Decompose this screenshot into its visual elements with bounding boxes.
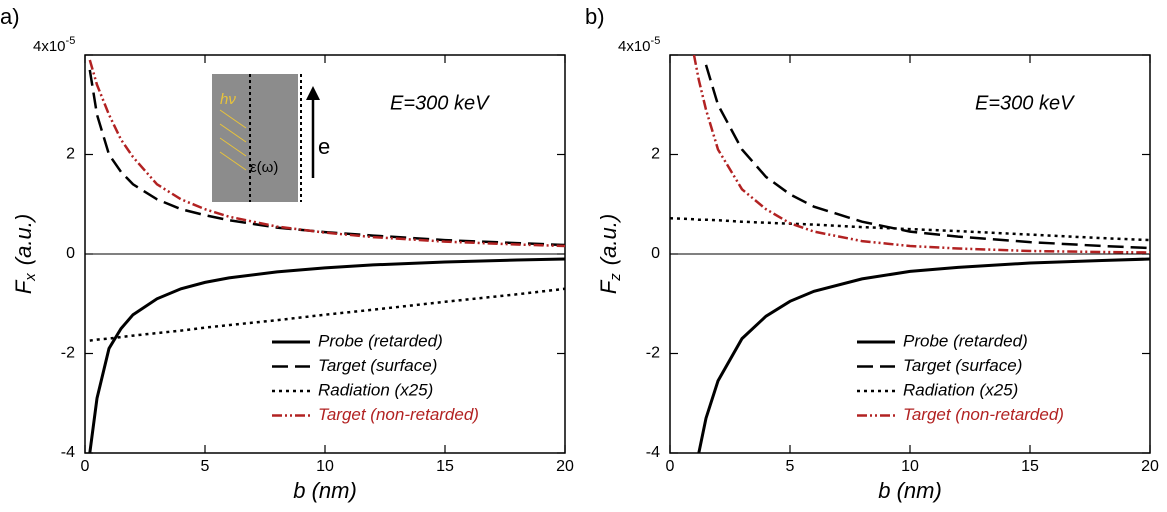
y-tick-label: 4x10-5 <box>618 35 660 55</box>
legend-label: Target (surface) <box>903 356 1022 375</box>
y-tick-label: 0 <box>651 245 660 262</box>
y-multiplier-exp: -5 <box>651 35 661 47</box>
x-tick-label: 15 <box>436 458 454 475</box>
y-tick-label: 4x10-5 <box>33 35 75 55</box>
x-axis-label: b (nm) <box>293 478 357 503</box>
legend-label: Target (surface) <box>318 356 437 375</box>
panel-label: b) <box>585 4 605 29</box>
y-multiplier-exp: -5 <box>66 35 76 47</box>
legend-label: Target (non-retarded) <box>318 405 479 424</box>
y-multiplier: x10 <box>626 38 650 55</box>
series-line <box>88 257 565 453</box>
x-tick-label: 10 <box>901 458 919 475</box>
series-line <box>88 69 565 247</box>
x-tick-label: 15 <box>1021 458 1039 475</box>
x-tick-label: 10 <box>316 458 334 475</box>
y-tick-label: -2 <box>646 345 660 362</box>
plot-frame <box>84 54 566 454</box>
plot-area <box>670 55 1150 453</box>
y-axis-symbol: F <box>11 279 36 294</box>
x-tick-label: 0 <box>81 458 90 475</box>
inset-arrowhead <box>306 86 320 100</box>
y-tick-label: 2 <box>651 146 660 163</box>
plot-area <box>88 59 565 453</box>
panel-label: a) <box>0 4 20 29</box>
y-axis-subscript: x <box>22 273 39 282</box>
y-tick-label: -4 <box>646 444 660 461</box>
series-line <box>697 257 1150 453</box>
inset-photons <box>219 109 247 171</box>
y-axis-subscript: z <box>607 273 624 282</box>
legend-label: Radiation (x25) <box>318 380 433 399</box>
y-tick-label: -4 <box>61 444 75 461</box>
y-tick-label: -2 <box>61 345 75 362</box>
y-tick-value: 4 <box>33 38 41 55</box>
y-tick-label: 2 <box>66 146 75 163</box>
inset <box>212 74 320 202</box>
series-line <box>704 64 1150 250</box>
y-axis-label: Fz (a.u.) <box>596 214 624 294</box>
inset-label: ε(ω) <box>250 159 278 176</box>
annotation: E=300 keV <box>390 92 490 114</box>
series-line <box>692 55 1150 254</box>
inset-label: e <box>318 134 330 159</box>
y-axis-symbol: F <box>596 279 621 294</box>
annotation: E=300 keV <box>975 92 1075 114</box>
plot-frame <box>669 54 1151 454</box>
y-tick-value: 4 <box>618 38 626 55</box>
legend-label: Radiation (x25) <box>903 380 1018 399</box>
y-multiplier: x10 <box>41 38 65 55</box>
y-axis-label: Fx (a.u.) <box>11 214 39 294</box>
series-line <box>89 287 565 342</box>
series-line <box>88 59 565 248</box>
y-tick-label: 0 <box>66 245 75 262</box>
x-tick-label: 20 <box>1141 458 1159 475</box>
x-tick-label: 5 <box>786 458 795 475</box>
x-tick-label: 5 <box>201 458 210 475</box>
inset-slab <box>212 74 298 202</box>
x-axis-label: b (nm) <box>878 478 942 503</box>
inset-label: hν <box>220 91 236 108</box>
legend-label: Probe (retarded) <box>903 331 1028 350</box>
x-tick-label: 20 <box>556 458 574 475</box>
y-axis-unit: (a.u.) <box>11 214 36 265</box>
legend-label: Probe (retarded) <box>318 331 443 350</box>
legend-label: Target (non-retarded) <box>903 405 1064 424</box>
y-axis-unit: (a.u.) <box>596 214 621 265</box>
series-line <box>670 216 1150 242</box>
x-tick-label: 0 <box>666 458 675 475</box>
